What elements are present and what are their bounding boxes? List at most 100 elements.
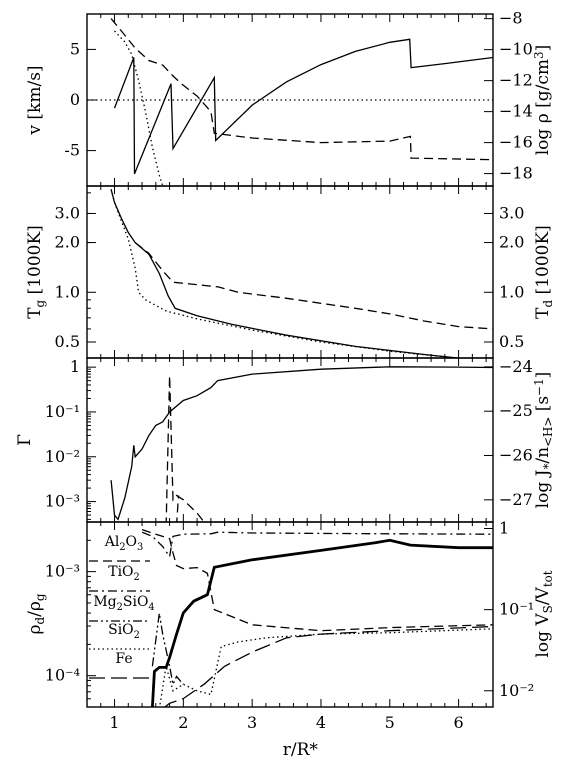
legend-label-4: Fe	[115, 651, 132, 667]
y-right-tick-label: 1	[499, 518, 509, 537]
x-tick-label: 6	[453, 713, 463, 732]
y-right-axis-label-part: log J	[533, 469, 553, 508]
y-axis-label-part: [1000K]	[25, 225, 45, 300]
y-axis-label-part: /ρ	[25, 601, 45, 617]
y-right-tick-label: 0.5	[499, 332, 524, 351]
series-line-0-0	[113, 38, 493, 175]
y-tick-label: 10⁻⁴	[45, 666, 80, 685]
legend-label-1-part: TiO	[108, 564, 133, 580]
y-right-tick-label: −10	[499, 40, 533, 59]
y-axis-label: Tg [1000K]	[25, 225, 47, 319]
legend-label-2-part: 4	[148, 602, 154, 613]
y-axis-label-part: g	[33, 593, 47, 601]
series-line-1-1	[134, 242, 493, 330]
y-right-axis-label-part: tot	[541, 570, 555, 587]
legend-label-1: TiO2	[108, 564, 140, 583]
series-line-2-2	[176, 495, 180, 522]
y-tick-label: 10⁻²	[45, 447, 80, 466]
y-right-axis-label-part: log	[533, 123, 553, 155]
y-right-axis-label: log ρ [g/cm3]	[532, 45, 553, 155]
y-tick-label: 1	[70, 357, 80, 376]
x-tick-label: 4	[316, 713, 326, 732]
panel-frame	[86, 357, 494, 523]
y-tick-label: 0	[70, 90, 80, 109]
y-right-axis-label-part: 3	[532, 51, 546, 59]
series-line-1-2	[110, 189, 464, 358]
legend-label-3-part: 2	[134, 630, 140, 641]
series-line-3-4	[158, 628, 493, 707]
y-right-tick-label: 10⁻²	[499, 681, 534, 700]
legend-label-0: Al2O3	[104, 534, 144, 553]
y-right-axis-label-part: d	[541, 299, 555, 307]
legend-label-0-part: 3	[137, 542, 143, 553]
y-axis-label: ρd/ρg	[25, 593, 47, 634]
y-right-axis-label-part: −1	[532, 378, 546, 396]
y-right-tick-label: −14	[499, 102, 533, 121]
legend-label-2: Mg2SiO4	[93, 594, 154, 613]
y-axis-label-part: Γ	[15, 434, 35, 446]
y-tick-label: 10⁻¹	[45, 402, 80, 421]
legend-label-1-part: 2	[134, 572, 140, 583]
y-right-axis-label-part: ]	[533, 372, 553, 379]
y-tick-label: 3.0	[55, 203, 80, 222]
y-axis-label-part: v [km/s]	[25, 65, 45, 135]
x-tick-label: 1	[109, 713, 119, 732]
legend-label-2-part: Mg	[93, 594, 116, 610]
series-line-3-3	[151, 613, 184, 687]
series-line-3-5	[163, 625, 493, 707]
legend-label-0-part: 2	[119, 542, 125, 553]
y-right-axis-label: Td [1000K]	[533, 225, 555, 319]
x-axis-label-part: r/R*	[283, 740, 319, 760]
y-tick-label: 2.0	[55, 233, 80, 252]
y-right-axis-label-part: <H>	[541, 417, 555, 447]
series-line-2-1	[165, 375, 205, 522]
y-right-axis-label-part: [1000K]	[533, 225, 553, 300]
plot-layer: -505−18−16−14−12−10−80.51.02.03.00.51.02…	[15, 9, 555, 760]
y-right-tick-label: −16	[499, 133, 533, 152]
x-tick-label: 5	[385, 713, 395, 732]
y-axis-label-part: T	[25, 307, 45, 319]
y-tick-label: 10⁻³	[45, 562, 80, 581]
y-right-axis-label-part: ]	[533, 45, 553, 52]
legend-label-3: SiO2	[108, 622, 140, 641]
y-axis-label: v [km/s]	[25, 65, 45, 135]
y-right-tick-label: 1.0	[499, 282, 524, 301]
y-tick-label: 1.0	[55, 282, 80, 301]
y-right-tick-label: −24	[499, 357, 533, 376]
x-tick-label: 3	[247, 713, 257, 732]
y-right-axis-label-part: [s	[533, 396, 553, 417]
legend-label-0-part: O	[126, 534, 137, 550]
series-line-0-2	[114, 30, 164, 186]
panel-frame	[86, 521, 494, 708]
y-axis-label-part: ρ	[25, 624, 45, 634]
y-right-axis-label-part: /n	[533, 447, 553, 464]
series-line-2-0	[110, 366, 493, 521]
y-right-axis-label-part: S	[541, 605, 555, 613]
y-right-tick-label: −8	[499, 9, 523, 28]
y-right-tick-label: 10⁻¹	[499, 600, 534, 619]
y-right-tick-label: 3.0	[499, 203, 524, 222]
legend-label-3-part: SiO	[108, 622, 134, 638]
y-axis-label-part: g	[33, 299, 47, 307]
series-line-3-2	[141, 531, 493, 559]
legend-label-2-part: 2	[117, 602, 123, 613]
y-right-axis-label-part: ρ	[533, 113, 553, 123]
y-tick-label: 0.5	[55, 332, 80, 351]
x-tick-label: 2	[178, 713, 188, 732]
legend-label-0-part: Al	[104, 534, 120, 550]
x-axis-label: r/R*	[283, 740, 319, 760]
legend-label-4-part: Fe	[115, 651, 132, 667]
y-tick-label: -5	[64, 141, 80, 160]
y-right-axis-label-part: T	[533, 307, 553, 319]
y-right-axis-label-part: *	[541, 464, 555, 470]
legend-label-2-part: SiO	[123, 594, 149, 610]
y-tick-label: 10⁻³	[45, 492, 80, 511]
y-axis-label: Γ	[15, 434, 35, 446]
y-right-axis-label: log J*/n<H> [s−1]	[532, 372, 556, 509]
y-right-axis-label-part: /V	[533, 586, 553, 605]
y-right-tick-label: −25	[499, 401, 533, 420]
y-right-tick-label: −12	[499, 71, 533, 90]
series-line-3-0	[151, 538, 493, 707]
y-right-axis-label: log VS/Vtot	[533, 570, 555, 657]
